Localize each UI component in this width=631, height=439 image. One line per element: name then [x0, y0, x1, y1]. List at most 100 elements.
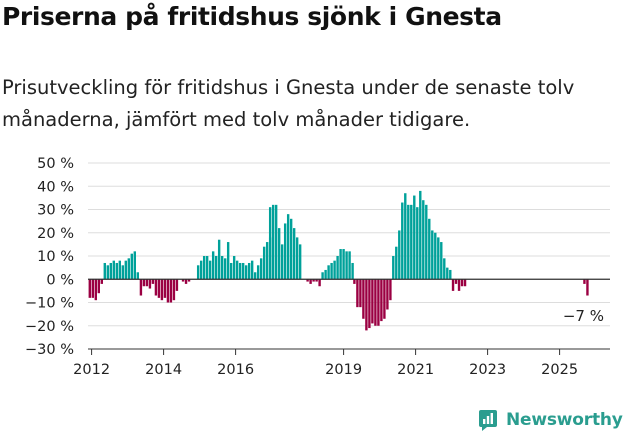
bar [121, 265, 124, 280]
bar [250, 260, 254, 280]
bar [586, 279, 589, 296]
bar [154, 279, 158, 296]
bar [362, 279, 365, 319]
bar [416, 207, 419, 280]
y-tick-label: −10 % [25, 296, 74, 312]
bar [94, 279, 97, 301]
bar [268, 207, 272, 280]
bar [235, 260, 239, 280]
bar [454, 279, 458, 284]
y-tick-label: −20 % [25, 319, 74, 335]
bar [443, 258, 446, 280]
bar [88, 279, 91, 298]
bar [389, 279, 392, 301]
y-tick-label: 10 % [37, 249, 74, 265]
bar [232, 256, 236, 280]
bar [244, 265, 248, 280]
bar [202, 256, 206, 280]
bar [229, 262, 233, 280]
grid-lines [88, 162, 610, 350]
bar [187, 279, 191, 282]
bar [157, 279, 161, 298]
bar [109, 262, 112, 280]
bar [449, 269, 452, 280]
bar [353, 279, 356, 284]
y-tick-label: 20 % [37, 226, 74, 242]
bar [142, 279, 146, 287]
bar [172, 279, 176, 301]
bar [392, 256, 395, 280]
bar [419, 190, 422, 280]
bar [333, 260, 336, 280]
bar [169, 279, 173, 303]
bar [440, 242, 443, 280]
bar [318, 279, 321, 287]
bar [277, 228, 281, 280]
bar [324, 269, 327, 280]
bar [217, 239, 221, 280]
bar [91, 279, 94, 298]
bar [220, 256, 224, 280]
bar [425, 204, 428, 280]
bar [583, 279, 586, 284]
bar [148, 279, 152, 289]
bar [431, 230, 434, 280]
bar [253, 272, 257, 280]
bar [342, 249, 345, 280]
page-title: Priserna på fritidshus sjönk i Gnesta [2, 2, 502, 31]
bar [336, 256, 339, 280]
bar [265, 242, 269, 280]
bar [175, 279, 179, 291]
bar [199, 260, 203, 280]
bar [208, 260, 212, 280]
bar [274, 204, 278, 280]
page-subtitle: Prisutveckling för fritidshus i Gnesta u… [2, 76, 575, 131]
bar [280, 244, 284, 280]
bar [247, 262, 251, 280]
bars [88, 190, 589, 331]
x-tick-label: 2014 [145, 362, 182, 378]
bar [256, 265, 260, 280]
bar [289, 218, 293, 280]
bar [271, 204, 275, 280]
bar [407, 204, 410, 280]
bar [226, 242, 230, 280]
bar [184, 279, 188, 284]
bar [327, 265, 330, 280]
bar [283, 223, 287, 280]
bar [312, 279, 315, 282]
bar [457, 279, 461, 291]
bar [434, 232, 437, 280]
newsworthy-logo-icon [479, 410, 497, 431]
bar [380, 279, 383, 322]
x-tick-label: 2012 [73, 362, 110, 378]
bar [428, 218, 431, 280]
y-tick-label: 0 % [46, 272, 74, 288]
bar [368, 279, 371, 329]
bar [118, 260, 121, 280]
bar [205, 256, 209, 280]
bar [356, 279, 359, 308]
x-tick-label: 2023 [469, 362, 506, 378]
bar [127, 258, 130, 280]
bar [451, 279, 455, 291]
bar [103, 262, 106, 280]
bar [211, 251, 215, 280]
bar [377, 279, 380, 326]
x-tick-label: 2019 [325, 362, 362, 378]
brand-name: Newsworthy [506, 410, 623, 430]
brand-logo[interactable]: Newsworthy [476, 408, 623, 432]
y-tick-label: −30 % [25, 342, 74, 358]
bar [298, 244, 302, 280]
bar [106, 265, 109, 280]
last-value-label: −7 % [563, 307, 604, 325]
bar [124, 260, 127, 280]
bar [136, 272, 139, 280]
bar [262, 246, 266, 280]
bar [446, 267, 449, 280]
bar [295, 237, 299, 280]
bar [223, 258, 227, 280]
bar [166, 279, 170, 303]
bar [306, 279, 309, 282]
bar [259, 258, 263, 280]
